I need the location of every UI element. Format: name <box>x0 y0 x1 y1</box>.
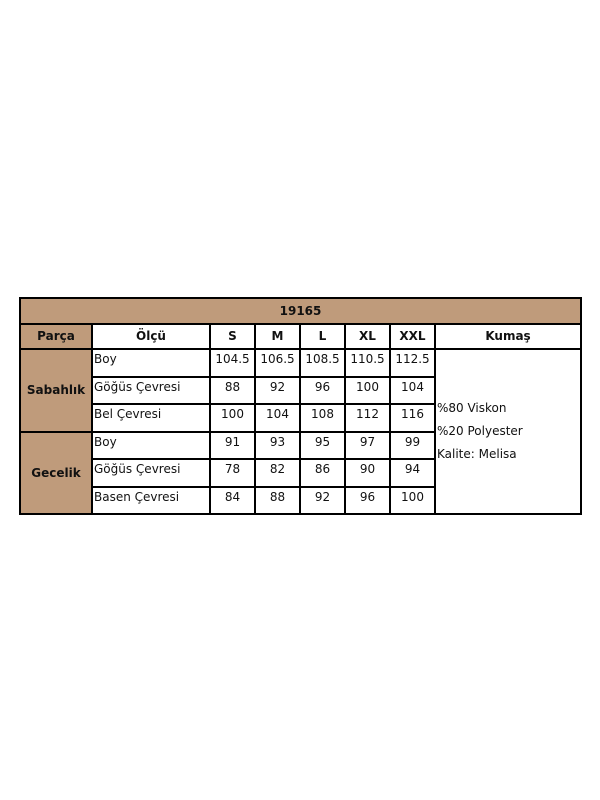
size-value: 92 <box>299 485 346 515</box>
fabric-line: %20 Polyester <box>437 424 523 438</box>
size-value: 100 <box>389 485 436 515</box>
size-value: 106.5 <box>254 348 301 378</box>
table-row: Basen Çevresi 84 88 92 96 100 <box>20 485 581 515</box>
size-value: 104.5 <box>209 348 256 378</box>
size-value: 93 <box>254 430 301 460</box>
size-value: 100 <box>209 403 256 433</box>
column-header: XL <box>344 322 391 350</box>
measure-label: Göğüs Çevresi <box>91 458 211 488</box>
size-value: 96 <box>299 375 346 405</box>
column-header: S <box>209 322 256 350</box>
size-value: 104 <box>254 403 301 433</box>
size-value: 88 <box>254 485 301 515</box>
size-value: 99 <box>389 430 436 460</box>
fabric-line: Kalite: Melisa <box>437 447 517 461</box>
size-value: 92 <box>254 375 301 405</box>
table-title: 19165 <box>19 297 582 325</box>
table-row: Gecelik Boy 91 93 95 97 99 <box>19 430 581 515</box>
size-value: 96 <box>344 485 391 515</box>
size-value: 84 <box>209 485 256 515</box>
measure-label: Göğüs Çevresi <box>91 375 211 405</box>
column-header: Parça <box>19 322 93 350</box>
size-value: 91 <box>209 430 256 460</box>
column-header: XXL <box>389 322 436 350</box>
size-value: 94 <box>389 458 436 488</box>
size-value: 116 <box>389 403 436 433</box>
title-row: 19165 <box>19 297 582 325</box>
table-row: Bel Çevresi 100 104 108 112 116 <box>20 403 581 433</box>
column-header: Kumaş <box>434 322 582 350</box>
size-chart-table: 19165 Parça Ölçü S M L XL XXL Kumaş Sabahlık Boy 10… <box>19 297 582 515</box>
size-value: 104 <box>389 375 436 405</box>
size-value: 108 <box>299 403 346 433</box>
group-label: Sabahlık <box>19 348 93 433</box>
column-header: M <box>254 322 301 350</box>
measure-label: Boy <box>91 430 211 460</box>
column-header: Ölçü <box>91 322 211 350</box>
table-row: Sabahlık Boy 104.5 106.5 108.5 110.5 112.5 %80 … <box>19 348 582 515</box>
measure-label: Boy <box>91 348 211 378</box>
size-value: 95 <box>299 430 346 460</box>
column-header: L <box>299 322 346 350</box>
size-value: 88 <box>209 375 256 405</box>
fabric-info: %80 Viskon %20 Polyester Kalite: Melisa <box>434 348 582 515</box>
fabric-line: %80 Viskon <box>437 401 507 415</box>
group-label: Gecelik <box>19 430 93 515</box>
size-value: 110.5 <box>344 348 391 378</box>
size-value: 100 <box>344 375 391 405</box>
measure-label: Bel Çevresi <box>91 403 211 433</box>
size-value: 97 <box>344 430 391 460</box>
size-value: 86 <box>299 458 346 488</box>
size-value: 108.5 <box>299 348 346 378</box>
table-row: Göğüs Çevresi 78 82 86 90 94 <box>20 458 581 488</box>
header-row: Parça Ölçü S M L XL XXL Kumaş <box>19 322 582 350</box>
size-value: 78 <box>209 458 256 488</box>
table-row: Göğüs Çevresi 88 92 96 100 104 <box>20 375 581 405</box>
measure-label: Basen Çevresi <box>91 485 211 515</box>
size-value: 82 <box>254 458 301 488</box>
size-value: 112 <box>344 403 391 433</box>
size-value: 90 <box>344 458 391 488</box>
size-value: 112.5 <box>389 348 436 378</box>
